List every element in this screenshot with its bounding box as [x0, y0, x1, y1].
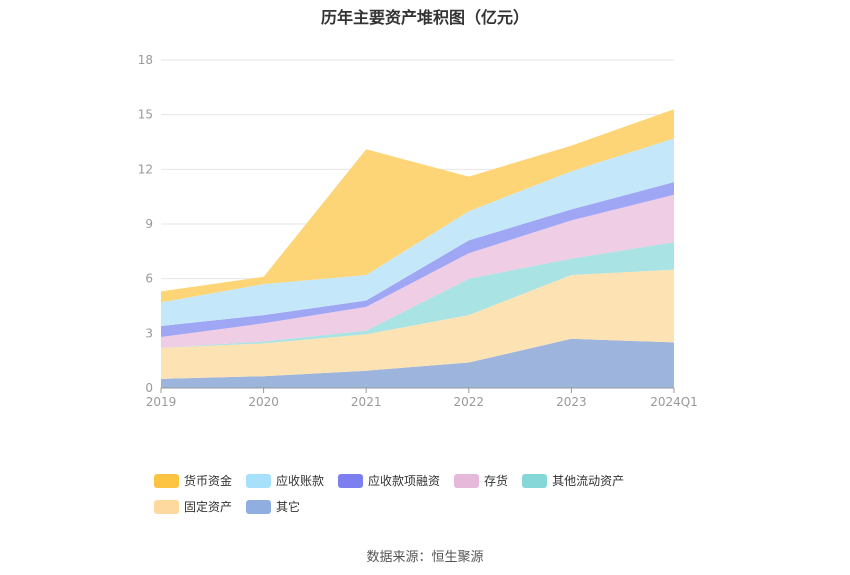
area-2: [161, 242, 674, 348]
legend-item[interactable]: 应收款项融资: [338, 472, 440, 489]
legend-label: 其它: [276, 500, 301, 514]
area-5: [161, 138, 674, 326]
legend-label: 其他流动资产: [552, 474, 625, 488]
area-0: [161, 338, 674, 388]
legend-item[interactable]: 其他流动资产: [522, 472, 624, 489]
legend-label: 固定资产: [184, 500, 233, 514]
x-tick-label: 2022: [454, 395, 485, 409]
x-tick-label: 2024Q1: [650, 395, 698, 409]
y-tick-label: 15: [138, 108, 153, 122]
x-tick-label: 2021: [351, 395, 382, 409]
stacked-area-chart: 0 3 6 9 12 15 18 2019 2020 2021 2022 2023 2024Q1: [138, 53, 698, 409]
area-3: [161, 194, 674, 348]
legend-swatch: [454, 473, 480, 488]
legend-item[interactable]: 货币资金: [154, 472, 232, 489]
area-4: [161, 182, 674, 337]
x-tick-label: 2023: [556, 395, 587, 409]
data-source: 数据来源：恒生聚源: [366, 550, 484, 565]
legend-label: 货币资金: [184, 474, 233, 488]
y-tick-label: 12: [138, 162, 153, 176]
legend-swatch: [522, 473, 548, 488]
legend-item[interactable]: 固定资产: [154, 498, 232, 515]
x-tick-label: 2020: [248, 395, 279, 409]
x-tick-label: 2019: [146, 395, 177, 409]
legend-swatch: [246, 499, 272, 514]
legend-item[interactable]: 存货: [454, 472, 508, 489]
y-tick-label: 3: [145, 326, 153, 340]
y-tick-label: 18: [138, 53, 153, 67]
legend-item[interactable]: 应收账款: [246, 472, 324, 489]
legend: 货币资金 应收账款 应收款项融资 存货 其他流动资产固定资产 其它: [154, 472, 714, 515]
legend-swatch: [154, 473, 179, 488]
legend-swatch: [246, 473, 272, 488]
legend-swatch: [338, 473, 364, 488]
legend-swatch: [154, 499, 179, 514]
legend-label: 存货: [484, 474, 509, 488]
y-tick-label: 0: [145, 381, 153, 395]
area-series: [161, 109, 674, 388]
legend-label: 应收账款: [276, 474, 325, 488]
y-tick-label: 9: [145, 217, 153, 231]
y-tick-label: 6: [145, 272, 153, 286]
legend-label: 应收款项融资: [368, 474, 441, 488]
area-1: [161, 269, 674, 379]
chart-title: 历年主要资产堆积图（亿元）: [320, 8, 529, 27]
legend-item[interactable]: 其它: [246, 498, 300, 515]
axes: 0 3 6 9 12 15 18 2019 2020 2021 2022 2023 2024Q1: [138, 53, 698, 409]
area-6: [161, 109, 674, 303]
